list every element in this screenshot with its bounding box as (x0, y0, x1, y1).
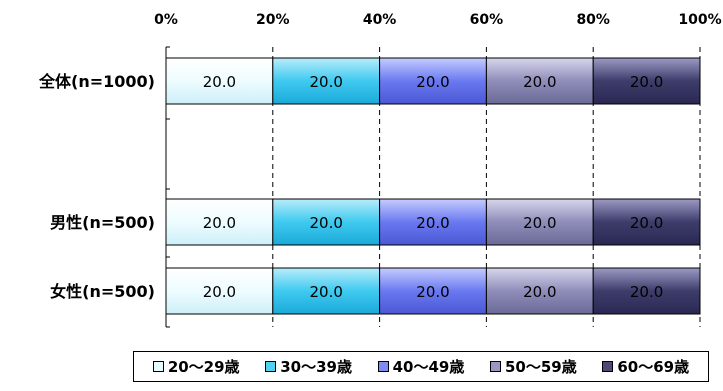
x-tick-label: 20% (256, 12, 290, 28)
data-label: 20.0 (523, 283, 556, 301)
legend-item: 40〜49歳 (377, 356, 465, 377)
legend-label: 50〜59歳 (504, 358, 577, 376)
bar-segment (379, 57, 487, 105)
legend-swatch (489, 361, 501, 372)
legend-item: 60〜69歳 (602, 356, 689, 377)
bar-segment (379, 198, 487, 246)
x-tick-label: 40% (363, 12, 397, 28)
bar-segment (485, 267, 594, 315)
x-tick-label: 0% (154, 12, 178, 28)
data-label: 20.0 (416, 73, 449, 91)
bar-segment (165, 198, 274, 246)
legend-item: 50〜59歳 (489, 356, 577, 377)
data-label: 20.0 (416, 283, 449, 301)
legend-swatch (265, 361, 277, 372)
bar-segment (592, 198, 701, 246)
bar-segment (485, 57, 594, 105)
legend-label: 20〜29歳 (167, 358, 240, 376)
legend-item: 30〜39歳 (265, 356, 352, 377)
bar-segment (592, 267, 701, 315)
data-label: 20.0 (416, 214, 449, 232)
bar-segment (592, 57, 701, 105)
legend-swatch (602, 361, 614, 372)
legend-swatch (377, 361, 389, 372)
category-label: 女性(n=500) (50, 282, 155, 301)
data-label: 20.0 (203, 214, 236, 232)
category-label: 男性(n=500) (50, 213, 155, 232)
legend-item: 20〜29歳 (152, 356, 240, 377)
x-tick-label: 60% (470, 12, 504, 28)
data-label: 20.0 (630, 73, 663, 91)
legend: 20〜29歳 30〜39歳 40〜49歳 50〜59歳 60〜69歳 (133, 351, 709, 382)
data-label: 20.0 (523, 214, 556, 232)
data-label: 20.0 (523, 73, 556, 91)
category-label: 全体(n=1000) (38, 72, 155, 91)
legend-label: 40〜49歳 (392, 358, 465, 376)
bar-segment (165, 57, 274, 105)
data-label: 20.0 (630, 283, 663, 301)
legend-label: 30〜39歳 (280, 358, 352, 376)
x-tick-label: 100% (678, 12, 721, 28)
data-label: 20.0 (630, 214, 663, 232)
data-label: 20.0 (309, 283, 342, 301)
bar-segment (272, 267, 381, 315)
legend-swatch (152, 361, 164, 372)
data-label: 20.0 (309, 73, 342, 91)
x-tick-label: 80% (576, 12, 610, 28)
chart: 0% 20% 40% 60% 80% 100% 全体(n=1000) 20.0 20.0 20.0… (38, 12, 722, 328)
bar-segment (272, 57, 381, 105)
legend-label: 60〜69歳 (617, 358, 690, 376)
data-label: 20.0 (203, 283, 236, 301)
data-label: 20.0 (203, 73, 236, 91)
data-label: 20.0 (309, 214, 342, 232)
